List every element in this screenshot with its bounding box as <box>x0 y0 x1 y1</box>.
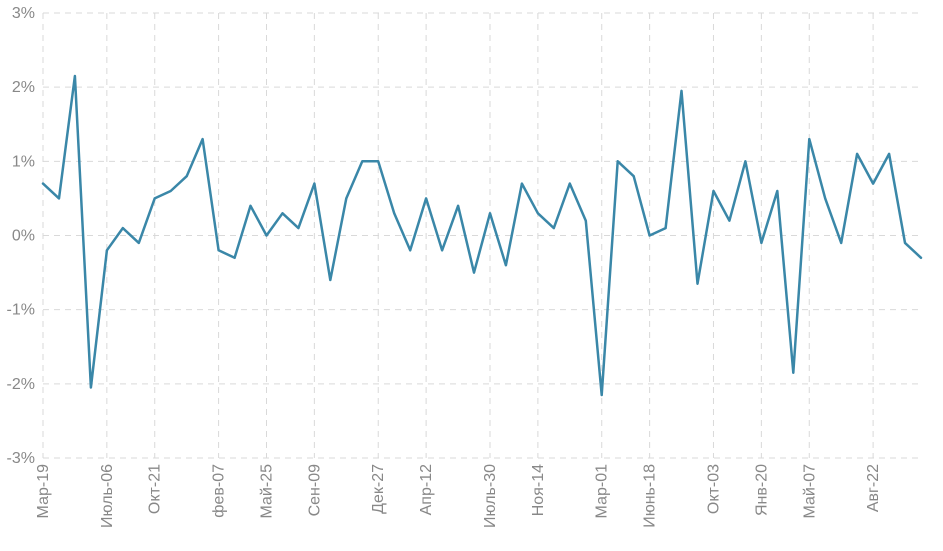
x-tick-label: фев-07 <box>211 464 228 518</box>
data-point <box>42 182 44 185</box>
x-axis-tick-labels: Мар-19 Июль-06 Окт-21 фев-07 Май-25 Сен-09 Дек… <box>35 464 882 528</box>
y-tick-label: -3% <box>7 450 35 467</box>
data-point <box>313 182 316 185</box>
data-point <box>776 190 779 192</box>
data-point <box>728 219 731 222</box>
data-point <box>904 241 907 244</box>
data-point <box>441 249 444 252</box>
y-tick-label: -2% <box>7 376 35 393</box>
data-point <box>409 249 412 252</box>
data-point <box>520 182 523 185</box>
data-point <box>201 138 204 141</box>
y-tick-label: -1% <box>7 302 35 319</box>
data-point <box>856 152 859 155</box>
data-point <box>712 190 715 192</box>
x-tick-label: Июль-06 <box>99 464 116 528</box>
data-point <box>73 75 76 78</box>
series-layer <box>41 74 923 397</box>
data-point <box>792 371 795 374</box>
data-point <box>760 241 763 244</box>
x-tick-label: Янв-20 <box>753 464 770 516</box>
x-tick-label: Май-25 <box>258 464 275 519</box>
data-point <box>473 271 476 274</box>
x-tick-label: Июль-30 <box>482 464 499 528</box>
x-tick-label: Апр-12 <box>418 464 435 515</box>
data-point <box>137 241 140 244</box>
data-point <box>840 241 843 244</box>
data-point <box>488 212 491 215</box>
x-tick-label: Мар-19 <box>35 464 52 519</box>
data-point <box>153 197 156 200</box>
data-point <box>281 212 284 215</box>
series-line <box>41 74 923 397</box>
data-point <box>345 197 348 200</box>
x-tick-label: Мар-01 <box>594 464 611 519</box>
data-point <box>457 204 460 207</box>
data-point <box>680 89 683 92</box>
y-tick-label: 3% <box>12 5 35 22</box>
data-point <box>169 190 172 192</box>
data-point <box>584 219 587 222</box>
data-point <box>121 227 124 230</box>
y-tick-label: 0% <box>12 228 35 245</box>
data-point <box>105 249 108 252</box>
data-point <box>377 160 380 163</box>
data-point <box>552 227 555 230</box>
data-point <box>568 182 571 185</box>
data-point <box>361 160 364 163</box>
x-tick-label: Июнь-18 <box>642 464 659 528</box>
data-point <box>632 175 635 178</box>
data-point <box>425 197 428 200</box>
data-point <box>393 212 396 215</box>
y-axis-tick-labels: 3% 2% 1% 0% -1% -2% -3% <box>7 5 35 467</box>
data-point <box>89 386 92 389</box>
x-tick-label: Авг-22 <box>865 464 882 512</box>
data-point <box>265 234 268 237</box>
data-point <box>600 393 603 396</box>
y-tick-label: 2% <box>12 79 35 96</box>
data-point <box>536 212 539 215</box>
data-point <box>696 282 699 285</box>
data-point <box>249 204 252 207</box>
y-tick-label: 1% <box>12 153 35 170</box>
data-point <box>329 279 332 281</box>
x-tick-label: Окт-03 <box>705 464 722 514</box>
data-point <box>57 197 60 200</box>
data-point <box>648 234 651 237</box>
x-tick-label: Окт-21 <box>147 464 164 514</box>
data-point <box>217 249 220 252</box>
data-point <box>233 256 236 259</box>
data-point <box>664 227 667 230</box>
data-point <box>808 138 811 141</box>
data-point <box>504 264 507 267</box>
data-point <box>297 227 300 230</box>
data-point <box>744 160 747 163</box>
horizontal-gridlines <box>43 12 921 459</box>
x-tick-label: Май-07 <box>801 464 818 519</box>
data-point <box>888 152 891 155</box>
data-point <box>824 197 827 200</box>
data-point <box>872 182 875 185</box>
data-point <box>185 175 188 178</box>
x-tick-label: Сен-09 <box>306 464 323 517</box>
data-point <box>920 256 922 259</box>
x-tick-label: Ноя-14 <box>530 464 547 516</box>
data-point <box>616 160 619 163</box>
x-tick-label: Дек-27 <box>370 464 387 514</box>
